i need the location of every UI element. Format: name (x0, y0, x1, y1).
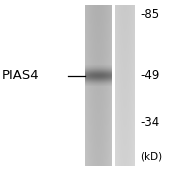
Text: -49: -49 (140, 69, 160, 82)
Text: -34: -34 (140, 116, 160, 129)
Text: -85: -85 (140, 8, 159, 21)
Text: (kD): (kD) (140, 152, 163, 162)
Text: PIAS4: PIAS4 (2, 69, 39, 82)
